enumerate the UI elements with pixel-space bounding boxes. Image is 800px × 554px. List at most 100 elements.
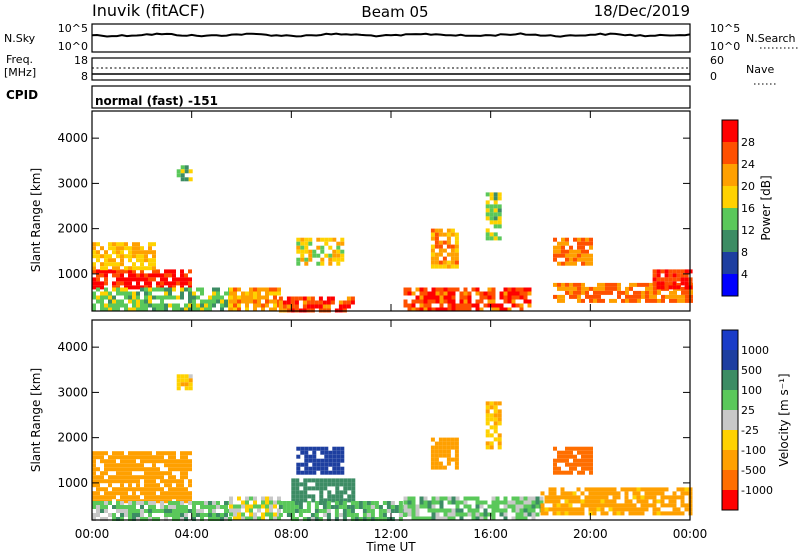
heatmap-cell: [278, 304, 283, 309]
heatmap-cell: [565, 446, 569, 451]
heatmap-cell: [306, 296, 311, 301]
heatmap-cell: [557, 458, 561, 463]
heatmap-cell: [104, 281, 108, 286]
heatmap-cell: [320, 249, 325, 254]
heatmap-cell: [648, 487, 653, 492]
heatmap-cell: [104, 258, 108, 263]
heatmap-cell: [180, 269, 184, 274]
heatmap-cell: [451, 516, 456, 521]
heatmap-cell: [503, 500, 508, 505]
heatmap-cell: [132, 291, 136, 296]
heatmap-cell: [499, 512, 504, 517]
heatmap-cell: [132, 467, 136, 472]
heatmap-cell: [565, 462, 569, 467]
heatmap-cell: [282, 501, 287, 505]
heatmap-cell: [132, 479, 136, 484]
heatmap-cell: [553, 253, 557, 258]
heatmap-cell: [156, 269, 160, 274]
heatmap-cell: [148, 277, 152, 282]
heatmap-cell: [152, 307, 156, 312]
heatmap-cell: [229, 512, 233, 517]
heatmap-cell: [319, 486, 324, 491]
heatmap-cell: [435, 512, 440, 517]
heatmap-cell: [144, 258, 148, 263]
heatmap-cell: [668, 285, 673, 290]
heatmap-cell: [229, 508, 233, 513]
heatmap-cell: [168, 471, 172, 476]
heatmap-cell: [269, 504, 273, 509]
heatmap-cell: [343, 478, 348, 483]
heatmap-cell: [124, 495, 128, 500]
heatmap-cell: [164, 303, 168, 308]
heatmap-cell: [136, 273, 140, 278]
heatmap-cell: [241, 516, 245, 521]
heatmap-cell: [168, 459, 172, 464]
heatmap-cell: [340, 253, 345, 258]
heatmap-cell: [411, 496, 416, 501]
heatmap-cell: [200, 517, 204, 521]
power-colorbar-block: [722, 274, 738, 296]
heatmap-cell: [124, 513, 128, 517]
heatmap-cell: [310, 304, 315, 309]
heatmap-cell: [282, 505, 287, 509]
heatmap-cell: [519, 291, 524, 296]
heatmap-cell: [656, 277, 661, 282]
heatmap-cell: [300, 450, 305, 455]
heatmap-cell: [168, 495, 172, 500]
heatmap-cell: [463, 307, 468, 312]
heatmap-cell: [328, 257, 333, 262]
heatmap-cell: [286, 509, 291, 513]
heatmap-cell: [487, 291, 492, 296]
heatmap-cell: [491, 307, 496, 312]
heatmap-cell: [431, 496, 436, 501]
heatmap-cell: [641, 290, 645, 295]
heatmap-cell: [140, 307, 144, 312]
heatmap-cell: [132, 254, 136, 259]
heatmap-cell: [164, 281, 168, 286]
heatmap-cell: [489, 445, 494, 450]
heatmap-cell: [450, 252, 455, 257]
heatmap-cell: [366, 505, 371, 509]
heatmap-cell: [320, 458, 325, 463]
heatmap-cell: [237, 303, 241, 308]
heatmap-cell: [100, 299, 104, 304]
heatmap-cell: [168, 491, 172, 496]
heatmap-cell: [645, 290, 649, 295]
heatmap-cell: [450, 260, 455, 265]
heatmap-cell: [438, 228, 443, 233]
heatmap-cell: [451, 303, 456, 308]
heatmap-cell: [438, 232, 443, 237]
heatmap-cell: [573, 286, 577, 291]
heatmap-cell: [475, 504, 480, 509]
heatmap-cell: [557, 241, 561, 246]
heatmap-cell: [212, 287, 216, 292]
heatmap-cell: [184, 169, 189, 174]
heatmap-cell: [454, 236, 459, 241]
heatmap-cell: [580, 507, 585, 512]
heatmap-cell: [104, 517, 108, 521]
heatmap-cell: [378, 517, 383, 521]
heatmap-cell: [290, 296, 295, 301]
heatmap-cell: [164, 277, 168, 282]
heatmap-cell: [320, 446, 325, 451]
heatmap-cell: [152, 287, 156, 292]
heatmap-cell: [148, 455, 152, 460]
heatmap-cell: [374, 517, 379, 521]
heatmap-cell: [265, 287, 269, 292]
heatmap-cell: [324, 450, 329, 455]
heatmap-cell: [224, 505, 228, 509]
heatmap-cell: [438, 437, 443, 442]
heatmap-cell: [128, 471, 132, 476]
heatmap-cell: [108, 479, 112, 484]
heatmap-cell: [419, 516, 424, 521]
heatmap-cell: [681, 294, 685, 299]
heatmap-cell: [318, 300, 323, 305]
heatmap-cell: [489, 196, 494, 201]
heatmap-cell: [108, 455, 112, 460]
heatmap-cell: [485, 401, 490, 406]
heatmap-cell: [497, 417, 502, 422]
heatmap-cell: [434, 264, 439, 269]
heatmap-cell: [120, 495, 124, 500]
heatmap-cell: [491, 508, 496, 513]
heatmap-cell: [176, 459, 180, 464]
